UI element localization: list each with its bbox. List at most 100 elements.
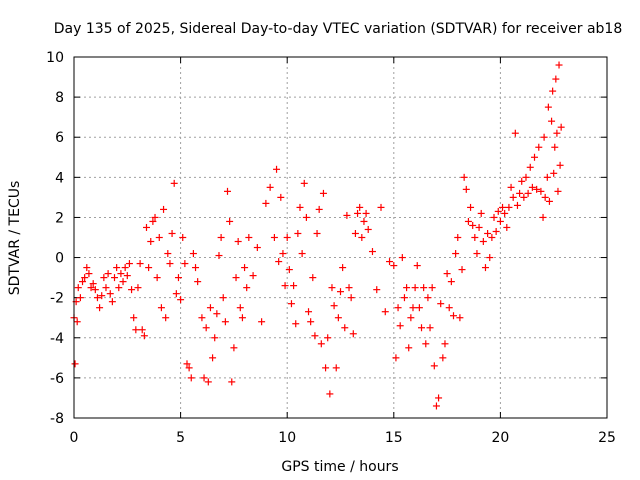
data-point xyxy=(381,308,389,316)
data-point xyxy=(115,284,123,292)
x-tick-label: 15 xyxy=(385,430,403,446)
data-point xyxy=(490,213,498,221)
data-point xyxy=(174,274,182,282)
data-point xyxy=(83,264,91,272)
data-point xyxy=(522,173,530,181)
data-point xyxy=(283,234,291,241)
data-point xyxy=(439,354,447,362)
data-point xyxy=(537,187,545,195)
data-point xyxy=(145,264,153,272)
data-point xyxy=(79,278,87,286)
data-point xyxy=(249,272,257,280)
data-point xyxy=(102,284,110,292)
data-point xyxy=(481,264,489,272)
data-point xyxy=(554,187,562,195)
x-axis-label: GPS time / hours xyxy=(281,459,398,475)
data-point xyxy=(187,374,195,382)
data-point xyxy=(245,234,253,241)
data-point xyxy=(507,183,515,191)
y-tick-label: -2 xyxy=(50,291,64,307)
data-point xyxy=(518,177,526,185)
data-point xyxy=(531,153,539,161)
data-point xyxy=(151,213,159,221)
data-point xyxy=(140,332,148,340)
data-point xyxy=(74,284,82,292)
data-point xyxy=(319,189,327,197)
data-point xyxy=(526,163,534,171)
data-point xyxy=(533,185,541,193)
data-point xyxy=(445,304,453,312)
data-point xyxy=(91,286,99,294)
data-point xyxy=(138,326,146,334)
data-point xyxy=(296,203,304,211)
data-point xyxy=(206,304,214,312)
data-point xyxy=(469,221,477,229)
data-point xyxy=(549,87,557,95)
data-point xyxy=(315,205,323,213)
data-point xyxy=(305,308,313,316)
data-point xyxy=(337,288,344,296)
data-point xyxy=(545,197,553,205)
data-point xyxy=(356,203,364,211)
data-point xyxy=(458,266,466,274)
data-point xyxy=(535,143,543,151)
data-point xyxy=(332,364,340,372)
data-point xyxy=(339,264,347,272)
data-point xyxy=(544,103,552,111)
data-point xyxy=(328,284,336,292)
y-tick-label: -4 xyxy=(50,331,64,347)
data-point xyxy=(548,117,556,125)
data-point xyxy=(499,203,507,211)
data-point xyxy=(520,193,528,201)
data-point xyxy=(224,187,232,195)
data-point xyxy=(73,318,81,326)
data-point xyxy=(373,286,381,294)
data-point xyxy=(503,223,511,231)
data-point xyxy=(119,278,127,286)
data-point xyxy=(238,314,246,322)
data-point xyxy=(543,173,551,181)
data-point xyxy=(494,207,502,215)
data-point xyxy=(513,201,521,209)
y-tick-label: -8 xyxy=(50,411,64,427)
data-point xyxy=(409,304,417,312)
data-point xyxy=(528,183,536,191)
data-point xyxy=(177,296,185,304)
data-point xyxy=(313,229,321,237)
data-point xyxy=(71,360,79,368)
data-point xyxy=(285,266,293,274)
data-point xyxy=(234,238,242,246)
data-point xyxy=(258,318,266,326)
data-point xyxy=(121,264,129,272)
data-point xyxy=(93,294,101,302)
data-point xyxy=(275,258,283,266)
data-point xyxy=(287,300,295,308)
data-point xyxy=(486,254,494,262)
data-point xyxy=(309,274,317,282)
data-point xyxy=(290,282,298,290)
data-point xyxy=(160,205,168,213)
data-point xyxy=(130,314,138,322)
data-point xyxy=(550,169,558,177)
data-point xyxy=(262,199,270,207)
data-point xyxy=(179,234,187,241)
data-point xyxy=(475,223,483,231)
data-point xyxy=(317,340,325,348)
data-point xyxy=(155,234,163,241)
data-point xyxy=(164,250,172,258)
y-tick-label: 6 xyxy=(55,130,64,146)
data-point xyxy=(396,322,404,330)
data-point xyxy=(394,304,402,312)
x-tick-label: 20 xyxy=(491,430,509,446)
data-point xyxy=(488,234,496,241)
data-point xyxy=(405,344,413,352)
data-point xyxy=(183,360,191,368)
data-point xyxy=(447,278,455,286)
data-point xyxy=(192,264,200,272)
data-point xyxy=(213,310,221,318)
data-point xyxy=(230,344,238,352)
data-point xyxy=(108,298,116,306)
data-point xyxy=(443,270,451,278)
data-point xyxy=(322,364,330,372)
